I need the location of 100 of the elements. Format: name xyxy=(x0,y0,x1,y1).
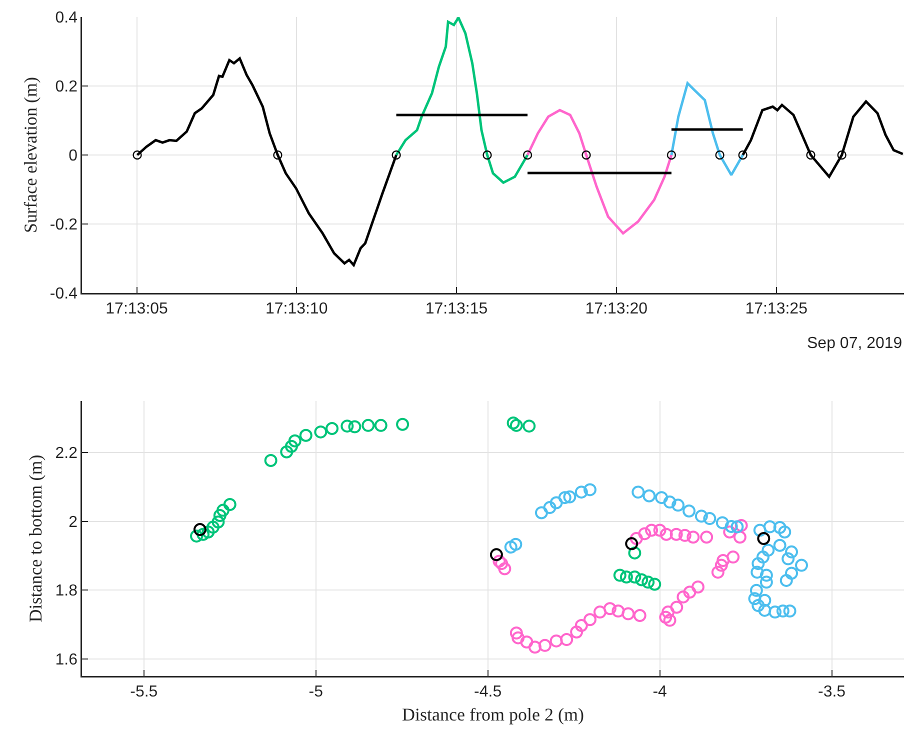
point xyxy=(724,520,738,533)
point xyxy=(563,490,576,504)
point xyxy=(193,523,206,536)
x-axis-title: Distance from pole 2 (m) xyxy=(402,704,584,724)
point xyxy=(520,635,534,648)
point xyxy=(212,516,225,528)
point xyxy=(506,416,520,430)
point xyxy=(750,584,763,597)
point xyxy=(795,558,808,572)
point xyxy=(785,566,798,580)
point xyxy=(723,525,736,538)
point xyxy=(374,418,388,432)
point xyxy=(752,557,765,570)
point xyxy=(396,418,410,431)
point xyxy=(655,491,668,504)
point xyxy=(512,631,525,644)
point xyxy=(622,607,635,620)
point xyxy=(299,428,312,442)
point xyxy=(773,521,786,534)
point xyxy=(498,562,512,576)
point xyxy=(773,538,786,552)
y-tick-label: 2.2 xyxy=(55,445,78,462)
y-tick-label: -0.4 xyxy=(50,286,78,303)
point xyxy=(672,498,685,512)
point xyxy=(648,578,662,591)
point xyxy=(642,489,656,502)
point xyxy=(583,483,596,496)
point xyxy=(700,530,714,544)
point xyxy=(762,544,775,557)
point xyxy=(583,613,596,626)
point xyxy=(733,530,746,544)
point xyxy=(750,566,764,579)
point xyxy=(510,626,523,640)
point xyxy=(678,528,692,542)
text: Sep 07, 2019 xyxy=(807,335,902,352)
x-tick-label: -5.5 xyxy=(130,684,158,700)
point xyxy=(560,633,574,646)
point xyxy=(763,520,776,534)
point xyxy=(703,512,716,526)
point xyxy=(753,524,766,537)
point xyxy=(642,576,655,589)
x-tick-label: 17:13:20 xyxy=(585,300,648,318)
point xyxy=(630,532,643,545)
point xyxy=(574,618,588,632)
point xyxy=(574,486,588,499)
y-tick-label: 1.6 xyxy=(55,651,78,668)
point xyxy=(758,594,772,607)
point xyxy=(635,573,648,586)
point xyxy=(714,558,728,572)
point xyxy=(663,496,676,509)
point xyxy=(628,570,642,584)
point xyxy=(534,506,548,520)
point xyxy=(288,434,302,448)
point xyxy=(645,524,658,537)
point xyxy=(780,574,793,587)
point xyxy=(216,504,230,517)
point xyxy=(785,545,798,558)
point xyxy=(603,602,616,616)
y-axis-title: Distance to bottom (m) xyxy=(26,454,46,622)
point xyxy=(758,604,772,617)
point xyxy=(660,528,673,541)
point xyxy=(778,525,792,538)
point xyxy=(509,538,522,551)
point xyxy=(620,570,633,584)
point xyxy=(662,606,675,619)
point xyxy=(711,566,724,579)
point xyxy=(213,508,226,522)
point xyxy=(625,537,638,550)
y-axis-title: Surface elevation (m) xyxy=(20,77,40,233)
point xyxy=(757,532,770,545)
point xyxy=(326,422,339,435)
point xyxy=(223,498,236,511)
point xyxy=(716,554,730,567)
point xyxy=(340,420,354,433)
point xyxy=(280,445,294,458)
x-tick-label: 17:13:15 xyxy=(425,300,488,318)
point xyxy=(613,568,626,582)
point xyxy=(495,557,508,570)
point xyxy=(659,610,672,624)
point xyxy=(686,530,700,544)
point xyxy=(670,600,684,614)
y-tick-label: 2 xyxy=(68,514,78,531)
point xyxy=(734,518,748,532)
point xyxy=(633,609,646,622)
point xyxy=(593,606,606,619)
point xyxy=(694,510,708,523)
point xyxy=(748,592,762,606)
point xyxy=(716,516,729,530)
x-tick-label: 17:13:05 xyxy=(106,300,168,318)
point xyxy=(314,425,328,438)
point xyxy=(632,486,645,499)
x-tick-label: -3.5 xyxy=(818,684,846,700)
point xyxy=(206,520,220,534)
point xyxy=(348,420,362,434)
point xyxy=(776,604,790,618)
point xyxy=(490,548,503,562)
point xyxy=(638,527,652,540)
point xyxy=(756,550,770,564)
point xyxy=(264,454,278,467)
point xyxy=(510,418,523,432)
